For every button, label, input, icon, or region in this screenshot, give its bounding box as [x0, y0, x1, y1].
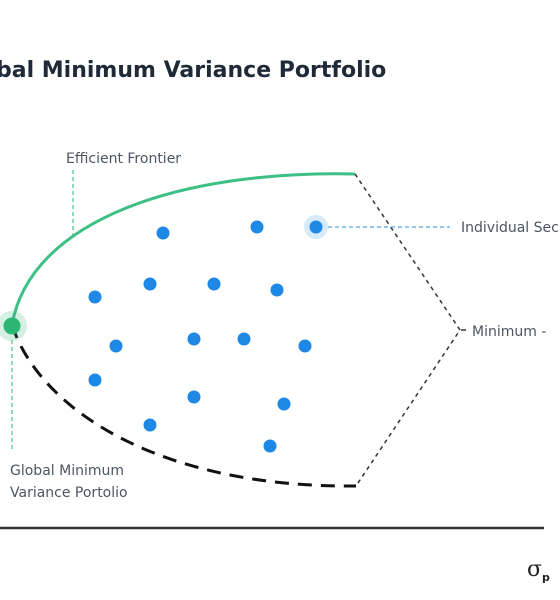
- gmvp-dot: [3, 317, 21, 335]
- security-dot: [250, 220, 264, 234]
- security-dot-highlighted: [309, 220, 323, 234]
- minimum-variance-label: Minimum -: [472, 324, 546, 340]
- x-axis-label-subscript: p: [542, 571, 550, 584]
- gmvp-label-line1: Global Minimum: [10, 463, 124, 479]
- security-dot: [187, 332, 201, 346]
- security-dot: [270, 283, 284, 297]
- security-dot: [263, 439, 277, 453]
- security-dot: [156, 226, 170, 240]
- security-dot: [143, 277, 157, 291]
- security-dot: [298, 339, 312, 353]
- efficient-frontier-label: Efficient Frontier: [66, 151, 181, 167]
- inefficient-frontier-curve: [10, 324, 357, 488]
- security-dot: [109, 339, 123, 353]
- security-dot: [277, 397, 291, 411]
- security-dot: [187, 390, 201, 404]
- minimum-variance-frontier-boundary: [354, 173, 461, 487]
- efficient-frontier-curve: [10, 172, 356, 326]
- security-dot: [88, 373, 102, 387]
- x-axis-label: σ: [527, 557, 542, 582]
- security-dot: [207, 277, 221, 291]
- individual-securities: [88, 215, 328, 453]
- security-dot: [88, 290, 102, 304]
- gmvp-label-line2: Variance Portolio: [10, 485, 128, 501]
- diagram-title: bal Minimum Variance Portfolio: [0, 58, 386, 83]
- individual-securities-label: Individual Sec: [461, 220, 559, 236]
- security-dot: [143, 418, 157, 432]
- security-dot: [237, 332, 251, 346]
